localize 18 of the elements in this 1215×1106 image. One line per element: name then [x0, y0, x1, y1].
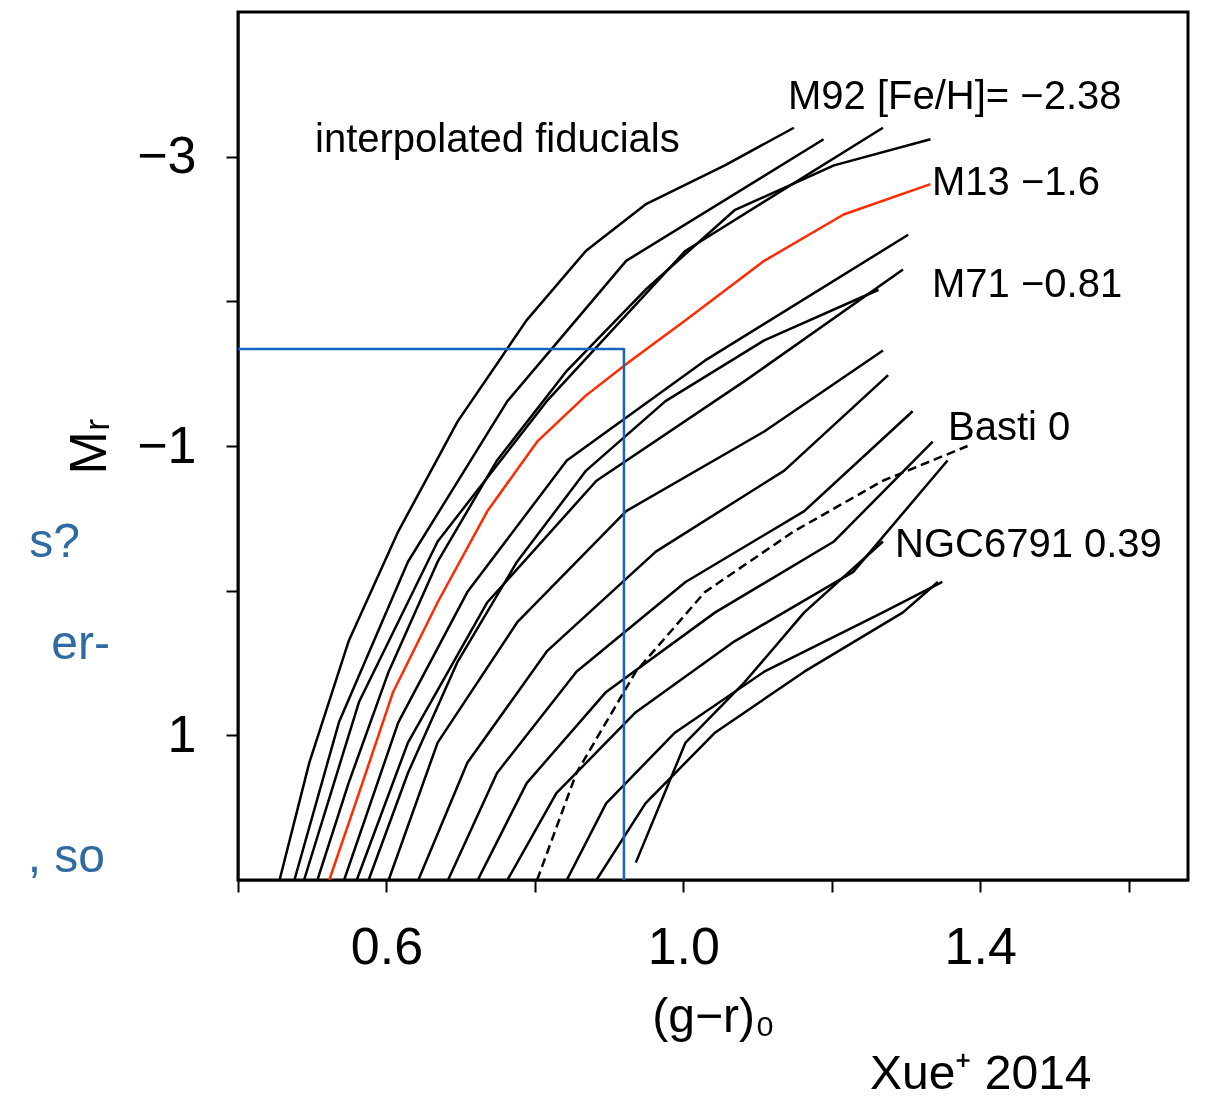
annotation: M92 [Fe/H]= −2.38 — [788, 73, 1122, 117]
annotation: NGC6791 0.39 — [895, 521, 1162, 565]
x-tick-label: 1.0 — [647, 916, 720, 975]
text: Xue⁺ 2014 — [870, 1046, 1092, 1099]
annotation: Basti 0 — [948, 404, 1071, 448]
y-tick-label: 1 — [167, 704, 197, 763]
text: , so — [27, 829, 105, 882]
text: er- — [51, 616, 110, 669]
x-tick-label: 1.4 — [944, 916, 1017, 975]
annotation: M13 −1.6 — [932, 159, 1100, 203]
y-tick-label: −1 — [137, 415, 197, 474]
y-tick-label: −3 — [137, 126, 197, 185]
x-tick-label: 0.6 — [350, 916, 424, 975]
x-axis-title: (g−r)₀ — [652, 988, 775, 1042]
text: s? — [29, 514, 80, 567]
annotation: M71 −0.81 — [932, 261, 1123, 305]
y-axis-title: Mᵣ — [59, 418, 118, 475]
annotation: interpolated fiducials — [315, 116, 680, 160]
